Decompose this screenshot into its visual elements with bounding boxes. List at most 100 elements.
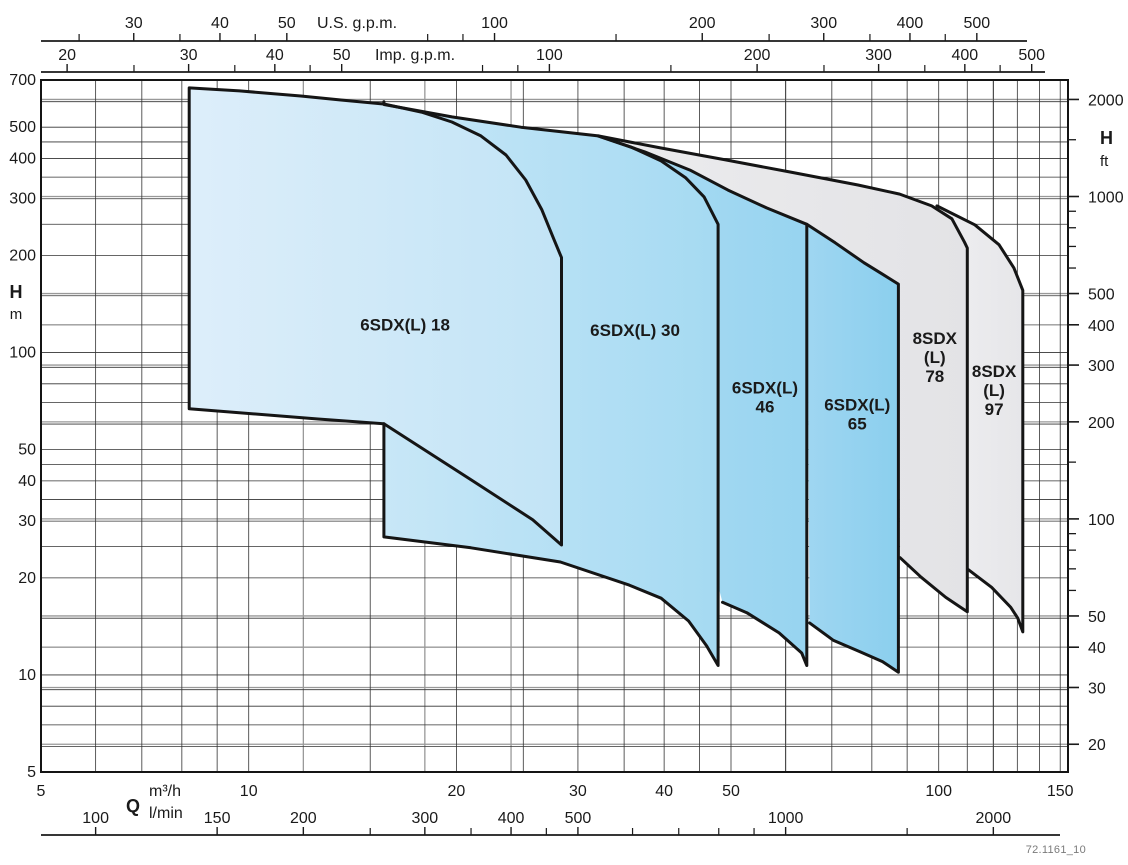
left-tick-label: 200: [9, 247, 36, 264]
left-tick-label: 700: [9, 72, 36, 89]
right-tick-label: 2000: [1088, 92, 1124, 109]
model-label-s97: (L): [983, 381, 1005, 400]
left-tick-label: 30: [18, 513, 36, 530]
imp-tick-label: 100: [536, 47, 563, 64]
right-tick-label: 50: [1088, 609, 1106, 626]
left-axis-m: 700 500 400 300 200 100 50 40 30 20 10 5 Hm: [9, 72, 36, 781]
m3h-tick-label: 150: [1047, 783, 1074, 800]
imp-axis-caption: Imp. g.p.m.: [375, 47, 455, 64]
left-tick-label: 50: [18, 442, 36, 459]
us-tick-label: 500: [963, 15, 990, 32]
top-axis-usgpm: 30 40 50 100 200 300 400 500 U.S. g.p.m.: [41, 15, 1027, 42]
m3h-tick-label: 100: [925, 783, 952, 800]
right-axis-ft: 2000 1000 500 400 300 200 100 50 40 30 20 Hft: [1068, 92, 1124, 754]
model-label-s46: 46: [755, 397, 774, 416]
left-tick-label: 40: [18, 473, 36, 490]
envelope-fill-s97: [936, 205, 1023, 632]
model-label-s78: 78: [925, 367, 944, 386]
lmin-tick-label: 1000: [768, 810, 804, 827]
top-axis-impgpm: 20 30 40 50 100 200 300 400 500 Imp. g.p.m.: [41, 47, 1045, 73]
imp-tick-label: 50: [333, 47, 351, 64]
m3h-tick-label: 5: [37, 783, 46, 800]
right-axis-unit: ft: [1100, 153, 1109, 170]
envelope-outline-s46: [596, 134, 809, 667]
envelope-outline-s78: [596, 134, 969, 614]
left-axis-title: H: [10, 282, 23, 302]
model-label-s97: 97: [985, 400, 1004, 419]
envelope-fill-s18: [189, 87, 562, 546]
model-label-s78: (L): [924, 348, 946, 367]
envelope-fills: [189, 87, 1023, 673]
us-tick-label: 100: [481, 15, 508, 32]
m3h-unit-label: m³/h: [149, 783, 181, 800]
envelope-outline-s97: [935, 204, 1025, 634]
imp-tick-label: 500: [1018, 47, 1045, 64]
left-tick-label: 300: [9, 191, 36, 208]
q-axis-title: Q: [126, 796, 140, 816]
envelope-fill-s78: [598, 135, 968, 612]
drawing-code-watermark: 72.1161_10: [1025, 844, 1086, 856]
m3h-tick-label: 20: [448, 783, 466, 800]
model-label-s65: 65: [848, 414, 867, 433]
m3h-tick-label: 30: [569, 783, 587, 800]
lmin-tick-label: 300: [411, 810, 438, 827]
right-tick-label: 30: [1088, 680, 1106, 697]
m3h-tick-label: 10: [240, 783, 258, 800]
model-label-s30: 6SDX(L) 30: [590, 321, 680, 340]
left-tick-label: 20: [18, 570, 36, 587]
lmin-tick-label: 500: [565, 810, 592, 827]
lmin-tick-label: 2000: [976, 810, 1012, 827]
model-label-s46: 6SDX(L): [732, 378, 798, 397]
left-tick-label: 10: [18, 667, 36, 684]
right-tick-label: 1000: [1088, 190, 1124, 207]
us-tick-label: 30: [125, 15, 143, 32]
right-tick-label: 500: [1088, 287, 1115, 304]
imp-tick-label: 40: [266, 47, 284, 64]
envelope-fill-s65: [806, 224, 899, 673]
envelope-outline-s18: [187, 86, 563, 547]
imp-tick-label: 400: [951, 47, 978, 64]
m3h-tick-label: 50: [722, 783, 740, 800]
bottom-axis-lmin: 100 150 200 300 400 500 1000 2000: [41, 810, 1060, 836]
left-axis-unit: m: [10, 306, 23, 323]
right-tick-label: 400: [1088, 318, 1115, 335]
lmin-tick-label: 100: [82, 810, 109, 827]
us-tick-label: 200: [689, 15, 716, 32]
right-tick-label: 20: [1088, 737, 1106, 754]
lmin-unit-label: l/min: [149, 805, 183, 822]
right-tick-label: 100: [1088, 512, 1115, 529]
model-label-s18: 6SDX(L) 18: [360, 316, 450, 335]
us-tick-label: 400: [897, 15, 924, 32]
left-tick-label: 400: [9, 150, 36, 167]
imp-tick-label: 200: [744, 47, 771, 64]
model-label-s65: 6SDX(L): [824, 395, 890, 414]
right-tick-label: 300: [1088, 358, 1115, 375]
bottom-axis-m3h: 5 10 20 30 40 50 100 150 Qm³/h l/min: [37, 783, 1074, 822]
left-tick-label: 100: [9, 345, 36, 362]
envelope-outline-s30: [382, 100, 720, 667]
m3h-tick-label: 40: [655, 783, 673, 800]
lmin-tick-label: 150: [204, 810, 231, 827]
right-tick-label: 40: [1088, 640, 1106, 657]
us-tick-label: 300: [810, 15, 837, 32]
right-tick-label: 200: [1088, 415, 1115, 432]
model-label-s97: 8SDX: [972, 362, 1017, 381]
envelope-outline-s65: [805, 222, 900, 674]
model-labels: 8SDX(L)978SDX(L)786SDX(L)656SDX(L)466SDX…: [360, 316, 1017, 434]
us-tick-label: 50: [278, 15, 296, 32]
right-axis-title: H: [1100, 128, 1113, 148]
envelope-outlines: [187, 86, 1025, 674]
left-tick-label: 500: [9, 119, 36, 136]
plot-frame: [40, 79, 1069, 773]
us-axis-caption: U.S. g.p.m.: [317, 15, 397, 32]
lmin-tick-label: 200: [290, 810, 317, 827]
imp-tick-label: 30: [180, 47, 198, 64]
model-label-s78: 8SDX: [913, 329, 958, 348]
left-tick-label: 5: [27, 764, 36, 781]
imp-tick-label: 300: [865, 47, 892, 64]
us-tick-label: 40: [211, 15, 229, 32]
lmin-tick-label: 400: [498, 810, 525, 827]
imp-tick-label: 20: [58, 47, 76, 64]
